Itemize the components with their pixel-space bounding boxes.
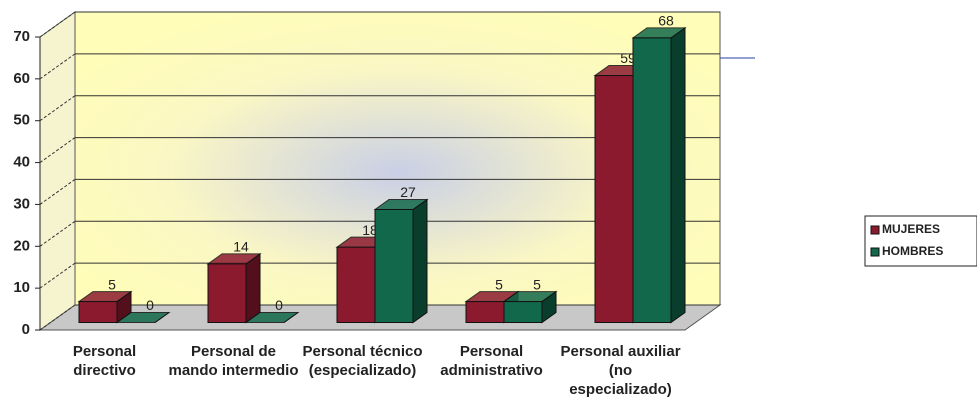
- legend-box: [864, 215, 977, 267]
- bar: [207, 263, 247, 323]
- bar: [465, 301, 505, 324]
- legend-label: HOMBRES: [882, 244, 943, 258]
- y-tick-label: 30: [13, 195, 30, 212]
- data-label: 0: [275, 297, 283, 313]
- data-label: 59: [620, 50, 636, 66]
- grid-line: [39, 179, 76, 205]
- data-label: 5: [533, 276, 541, 292]
- grid-line: [39, 220, 76, 247]
- x-tick-label: Personal administrativo: [440, 343, 543, 379]
- legend-swatch: [870, 247, 880, 257]
- bar-top: [244, 312, 300, 323]
- data-label: 27: [400, 184, 416, 200]
- legend-swatch: [870, 225, 880, 235]
- bar: [336, 246, 376, 324]
- x-tick-label: Personal de mando intermedio: [168, 343, 299, 379]
- data-label: 5: [495, 276, 503, 292]
- grid-line: [39, 304, 76, 331]
- y-tick-label: 50: [13, 112, 30, 129]
- y-tick-label: 40: [13, 154, 30, 171]
- x-tick-label: Personal directivo: [72, 343, 137, 379]
- grid-line: [39, 137, 76, 163]
- bar-side: [412, 198, 428, 324]
- grid-line: [39, 53, 76, 80]
- bar: [78, 301, 118, 324]
- bar-top: [115, 312, 171, 323]
- grid-line: [39, 262, 76, 289]
- y-tick-label: 20: [13, 237, 30, 254]
- bar: [503, 301, 543, 324]
- y-tick-label: 10: [13, 279, 30, 296]
- data-label: 18: [362, 222, 378, 238]
- data-label: 5: [108, 276, 116, 292]
- side-wall: [39, 11, 76, 331]
- x-tick-label: Personal técnico (especializado): [302, 343, 423, 379]
- y-tick-label: 60: [13, 70, 30, 87]
- legend-label: MUJERES: [882, 222, 940, 236]
- data-label: 68: [658, 13, 674, 29]
- bar: [632, 37, 672, 323]
- bar-side: [245, 252, 261, 324]
- x-tick-label: Personal auxiliar (no especializado): [560, 343, 681, 398]
- bar: [594, 75, 634, 323]
- y-tick-label: 0: [22, 321, 30, 338]
- bar-side: [670, 26, 686, 324]
- data-label: 0: [146, 297, 154, 313]
- grid-line: [39, 95, 76, 122]
- bar: [374, 208, 414, 323]
- data-label: 14: [233, 239, 249, 255]
- grid-line: [39, 11, 76, 38]
- y-tick-label: 70: [13, 28, 30, 45]
